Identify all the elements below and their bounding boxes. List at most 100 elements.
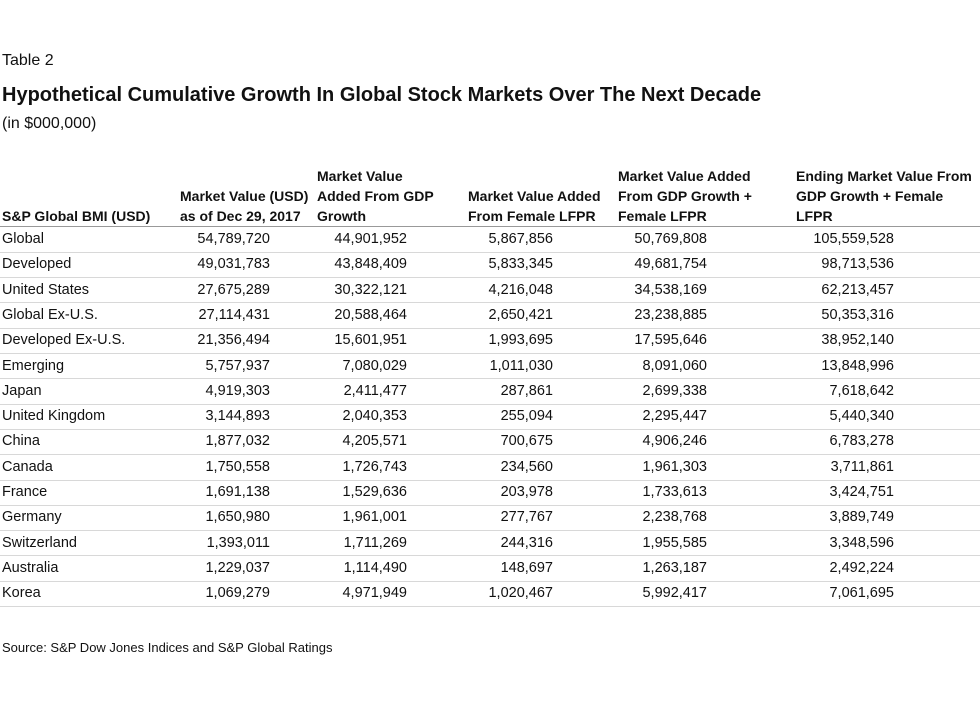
cell-value: 34,538,169 [634, 281, 707, 298]
cell-value: 2,699,338 [642, 382, 707, 399]
cell-value: 1,955,585 [642, 534, 707, 551]
row-rule [0, 555, 980, 557]
row-label: Korea [2, 585, 41, 602]
row-label: United States [2, 281, 90, 298]
cell-value: 234,560 [500, 458, 553, 475]
cell-value: 49,031,783 [197, 256, 270, 273]
row-rule [0, 530, 980, 532]
subtitle: (in $000,000) [2, 115, 97, 132]
cell-value: 105,559,528 [813, 231, 894, 247]
cell-value: 287,861 [500, 382, 553, 399]
row-rule [0, 302, 980, 304]
cell-value: 4,906,246 [642, 433, 707, 450]
row-label: Switzerland [2, 534, 77, 551]
cell-value: 5,867,856 [488, 231, 553, 247]
cell-value: 7,061,695 [829, 585, 894, 602]
column-header: S&P Global BMI (USD) [2, 208, 151, 224]
cell-value: 1,877,032 [205, 433, 270, 450]
header-rule [0, 226, 980, 227]
cell-value: 15,601,951 [334, 332, 407, 349]
cell-value: 1,750,558 [205, 458, 270, 475]
row-label: Developed Ex-U.S. [2, 332, 126, 349]
row-rule [0, 606, 980, 607]
column-header: Market Value (USD) as of Dec 29, 2017 [180, 188, 309, 224]
cell-value: 1,114,490 [343, 559, 407, 576]
column-header: Market Value Added From GDP Growth [317, 168, 434, 224]
cell-value: 2,650,421 [488, 306, 553, 323]
cell-value: 54,789,720 [197, 231, 270, 247]
cell-value: 1,229,037 [205, 559, 270, 576]
cell-value: 244,316 [500, 534, 553, 551]
cell-value: 1,733,613 [642, 484, 707, 500]
cell-value: 3,348,596 [829, 534, 894, 551]
row-label: Global [2, 231, 44, 247]
cell-value: 1,020,467 [488, 585, 553, 602]
cell-value: 1,993,695 [488, 332, 553, 349]
cell-value: 8,091,060 [642, 357, 707, 374]
cell-value: 2,238,768 [642, 509, 707, 526]
row-label: Japan [2, 382, 42, 399]
row-label: France [2, 484, 48, 500]
row-label: Emerging [2, 357, 65, 374]
row-label: Australia [2, 559, 59, 576]
row-label: Global Ex-U.S. [2, 306, 98, 323]
cell-value: 2,295,447 [642, 408, 707, 425]
cell-value: 98,713,536 [821, 256, 894, 273]
cell-value: 62,213,457 [821, 281, 894, 298]
row-rule [0, 504, 980, 506]
cell-value: 1,961,001 [342, 509, 407, 526]
cell-value: 1,529,636 [342, 484, 407, 500]
cell-value: 1,263,187 [642, 559, 707, 576]
cell-value: 1,691,138 [205, 484, 270, 500]
cell-value: 1,711,269 [343, 534, 407, 551]
cell-value: 2,492,224 [829, 559, 894, 576]
row-rule [0, 403, 980, 405]
cell-value: 30,322,121 [334, 281, 407, 298]
cell-value: 21,356,494 [197, 332, 270, 349]
cell-value: 4,216,048 [488, 281, 553, 298]
row-rule [0, 277, 980, 279]
cell-value: 4,919,303 [205, 382, 270, 399]
row-rule [0, 428, 980, 430]
row-label: Germany [2, 509, 62, 526]
table-label: Table 2 [2, 52, 54, 69]
cell-value: 5,757,937 [205, 357, 270, 374]
cell-value: 3,424,751 [829, 484, 894, 500]
cell-value: 277,767 [500, 509, 553, 526]
row-label: Canada [2, 458, 53, 475]
row-label: China [2, 433, 40, 450]
cell-value: 17,595,646 [634, 332, 707, 349]
cell-value: 1,011,030 [489, 357, 553, 374]
cell-value: 700,675 [500, 433, 553, 450]
row-rule [0, 353, 980, 354]
cell-value: 5,992,417 [642, 585, 707, 602]
cell-value: 1,650,980 [205, 509, 270, 526]
source: Source: S&P Dow Jones Indices and S&P Gl… [2, 640, 333, 655]
cell-value: 3,711,861 [830, 458, 894, 475]
cell-value: 3,889,749 [829, 509, 894, 526]
row-rule [0, 454, 980, 456]
cell-value: 27,675,289 [197, 281, 270, 298]
cell-value: 5,440,340 [829, 408, 894, 425]
cell-value: 1,726,743 [342, 458, 407, 475]
cell-value: 2,411,477 [343, 382, 407, 399]
cell-value: 1,961,303 [642, 458, 707, 475]
cell-value: 50,353,316 [821, 306, 894, 323]
cell-value: 7,618,642 [829, 382, 894, 399]
cell-value: 20,588,464 [334, 306, 407, 323]
column-header: Market Value Added From GDP Growth + Fem… [618, 168, 752, 224]
cell-value: 4,205,571 [342, 433, 407, 450]
cell-value: 23,238,885 [634, 306, 707, 323]
cell-value: 255,094 [500, 408, 553, 425]
row-rule [0, 378, 980, 380]
cell-value: 7,080,029 [342, 357, 407, 374]
cell-value: 49,681,754 [634, 256, 707, 273]
row-label: Developed [2, 256, 72, 273]
row-rule [0, 580, 980, 582]
cell-value: 44,901,952 [334, 231, 407, 247]
cell-value: 148,697 [500, 559, 553, 576]
cell-value: 5,833,345 [488, 256, 553, 273]
cell-value: 1,393,011 [206, 534, 270, 551]
row-label: United Kingdom [2, 408, 106, 425]
